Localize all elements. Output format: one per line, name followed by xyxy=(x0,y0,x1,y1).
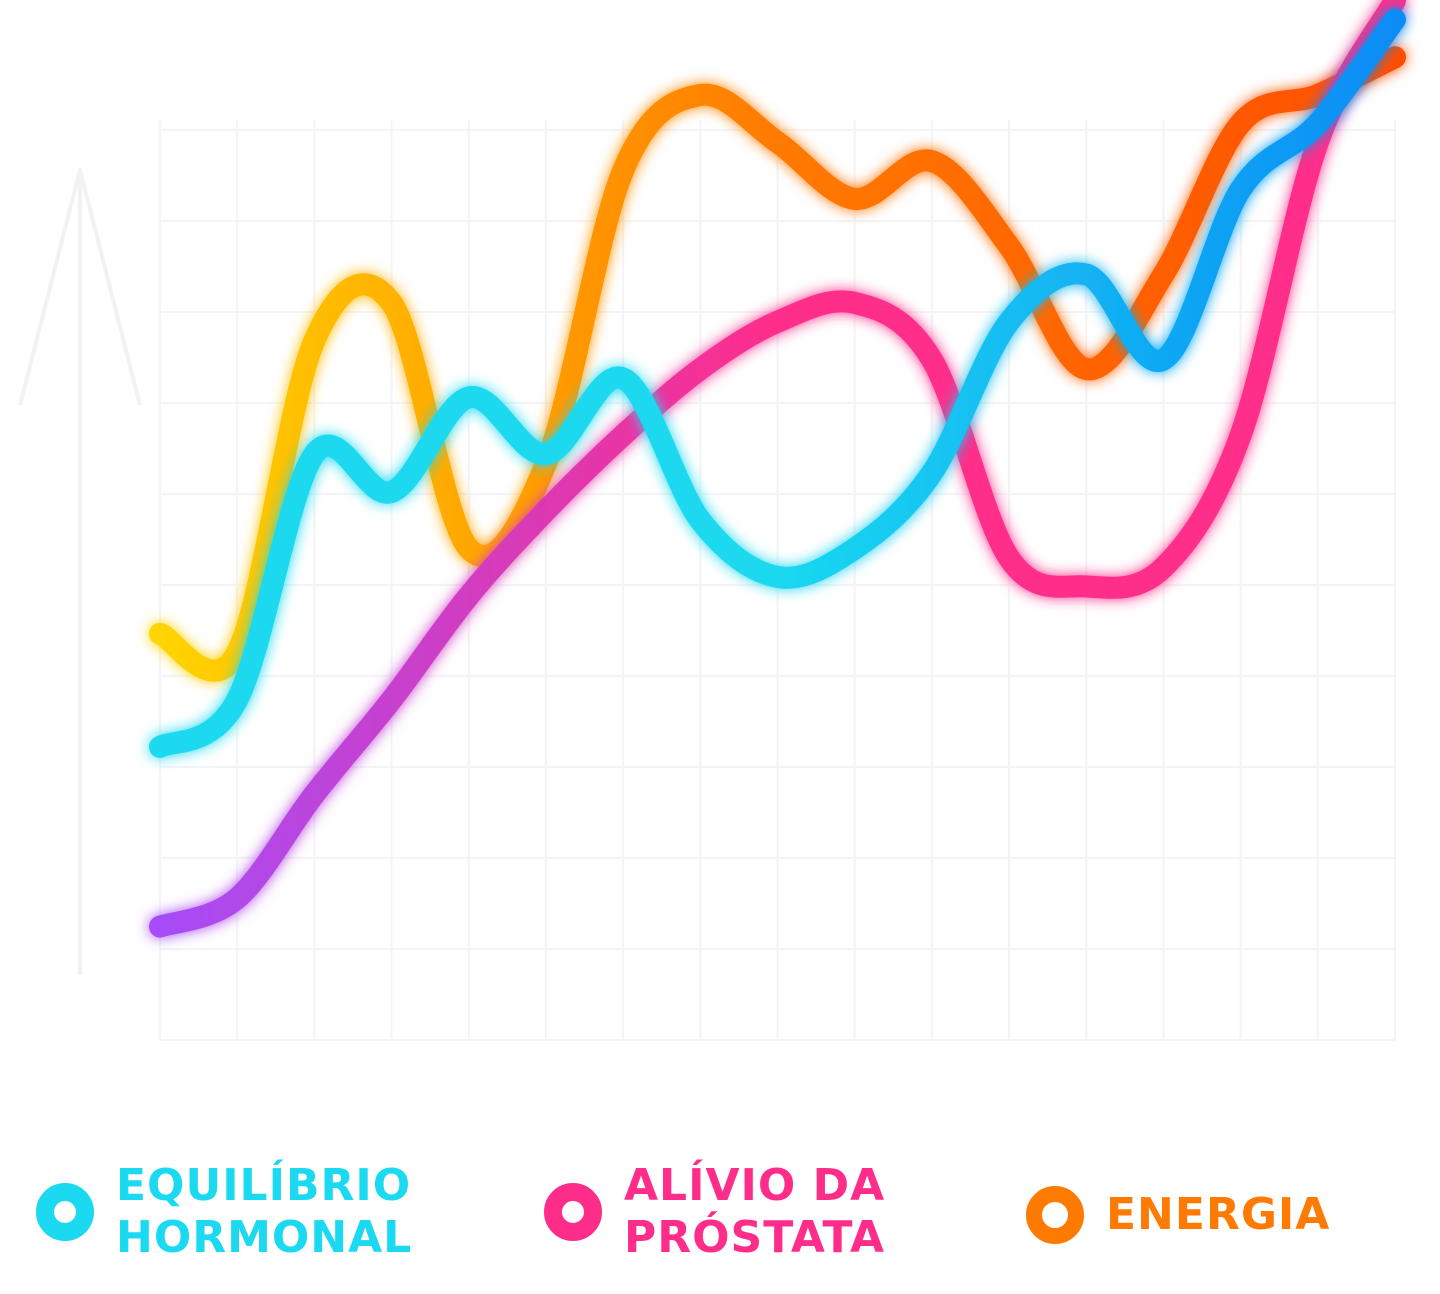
legend-item-alivio-da-prostata: ALÍVIO DA PRÓSTATA xyxy=(544,1160,885,1264)
legend-label-energia: ENERGIA xyxy=(1106,1189,1331,1240)
legend-item-energia: ENERGIA xyxy=(1026,1186,1330,1244)
legend-ring-icon xyxy=(544,1183,602,1241)
chart-legend: EQUILÍBRIO HORMONAL ALÍVIO DA PRÓSTATA E… xyxy=(0,1140,1440,1290)
legend-item-equilibrio-hormonal: EQUILÍBRIO HORMONAL xyxy=(36,1160,412,1264)
chart-axis xyxy=(18,168,142,975)
line-chart xyxy=(18,0,1406,1041)
series-line-equilibrio-hormonal xyxy=(149,8,1406,758)
series-line-alivio-da-prostata xyxy=(149,0,1406,938)
chart-series xyxy=(149,0,1406,938)
legend-ring-icon xyxy=(1026,1186,1084,1244)
y-axis-arrow-icon xyxy=(18,168,142,975)
legend-ring-icon xyxy=(36,1183,94,1241)
legend-label-alivio-da-prostata: ALÍVIO DA PRÓSTATA xyxy=(624,1160,886,1263)
legend-label-equilibrio-hormonal: EQUILÍBRIO HORMONAL xyxy=(116,1160,413,1263)
series-line-energia xyxy=(149,46,1406,682)
